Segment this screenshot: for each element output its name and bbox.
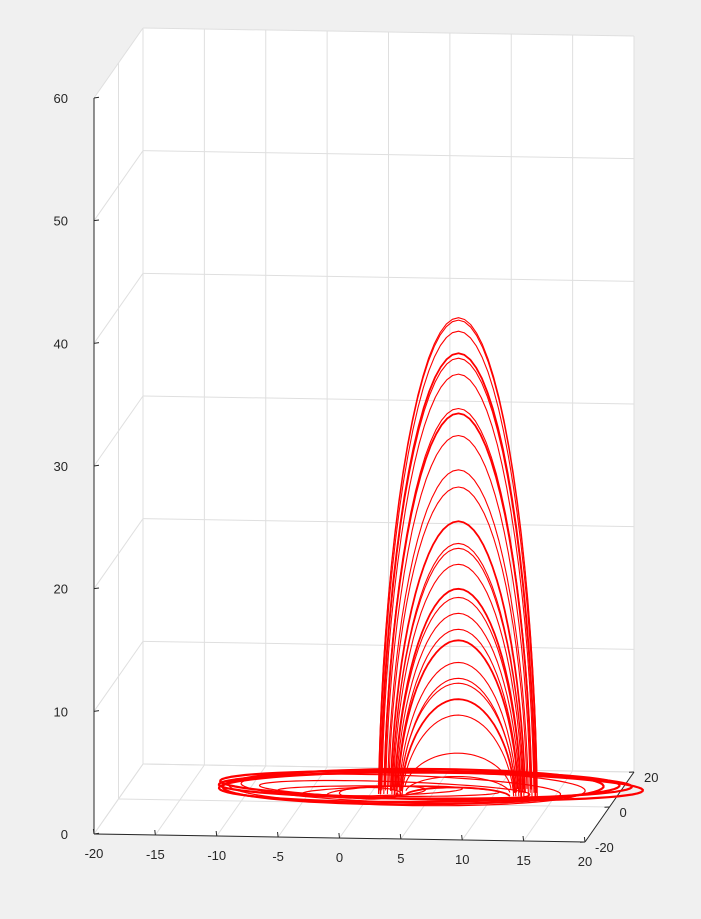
z-gridline-side [93,27,144,99]
z-gridline-back [142,27,635,37]
z-tick-mark [93,219,100,222]
trajectory-loop[interactable] [386,469,529,797]
x-tick-mark [338,832,340,839]
trajectory-loop[interactable] [377,319,538,797]
trajectory-loop[interactable] [383,407,533,797]
z-tick-label: 20 [54,582,68,597]
x-tick-mark [277,831,279,838]
y-tick-label: 20 [644,770,658,785]
trajectory-loop[interactable] [401,714,515,797]
trajectory-start-point[interactable] [395,792,399,796]
trajectory-loop[interactable] [395,612,521,793]
x-tick-mark [522,835,525,842]
x-tick-label: 20 [578,854,592,869]
x-tick-mark [461,834,463,841]
trajectory-loop[interactable] [400,698,516,793]
trajectory-loop[interactable] [392,563,524,793]
z-gridline-side [93,150,144,221]
z-gridline-back [142,518,635,528]
trajectory-loop[interactable] [405,775,511,793]
y-tick-label: -20 [595,840,614,855]
x-tick-mark [92,828,95,835]
x-tick-mark [583,836,586,843]
z-tick-label: 30 [54,459,68,474]
trajectory-loop[interactable] [385,434,531,793]
z-gridline-side [93,395,144,467]
z-gridline-back [142,640,635,650]
trajectory-loop[interactable] [388,486,528,790]
z-tick-label: 10 [54,704,68,719]
trajectory-loop[interactable] [396,628,520,797]
z-tick-label: 0 [61,827,68,842]
x-tick-label: 0 [336,850,343,865]
z-gridline-back [142,150,635,160]
trajectory-loop[interactable] [399,677,517,797]
z-gridline-back [142,272,635,282]
x-tick-label: 15 [516,853,530,868]
trajectory-series[interactable] [217,317,645,807]
z-gridline-side [93,641,144,712]
x-tick-label: -5 [272,849,284,864]
z-tick-mark [93,464,100,467]
z-tick-label: 50 [54,214,68,229]
trajectory-loop[interactable] [381,373,535,793]
x-tick-label: 10 [455,852,469,867]
z-tick-label: 40 [54,336,68,351]
trajectory-loop[interactable] [391,542,525,797]
z-tick-mark [93,96,100,99]
x-tick-mark [399,833,402,840]
trajectory-loop[interactable] [393,587,523,797]
axes-walls [94,28,634,842]
z-gridline-side [93,518,144,589]
y-tick-label: 0 [620,805,627,820]
trajectory-loop[interactable] [397,639,519,790]
x-tick-label: 5 [397,851,404,866]
z-gridline-back [142,395,635,405]
x-tick-mark [154,829,156,836]
trajectory-loop[interactable] [379,352,537,797]
x-tick-label: -20 [85,846,104,861]
z-tick-mark [93,832,100,835]
x-tick-label: -10 [207,848,226,863]
z-gridline-side [93,273,144,344]
z-tick-mark [93,587,100,590]
z-tick-mark [93,342,100,344]
x-tick-label: -15 [146,847,165,862]
trajectory-floor-orbit[interactable] [219,769,645,802]
z-tick-mark [93,710,100,712]
z-gridline-side [93,763,144,835]
trajectory-loop[interactable] [378,330,538,794]
x-tick-mark [215,830,218,837]
trajectory-loop[interactable] [389,520,526,794]
trajectory-loop[interactable] [398,661,518,793]
z-tick-label: 60 [54,91,68,106]
